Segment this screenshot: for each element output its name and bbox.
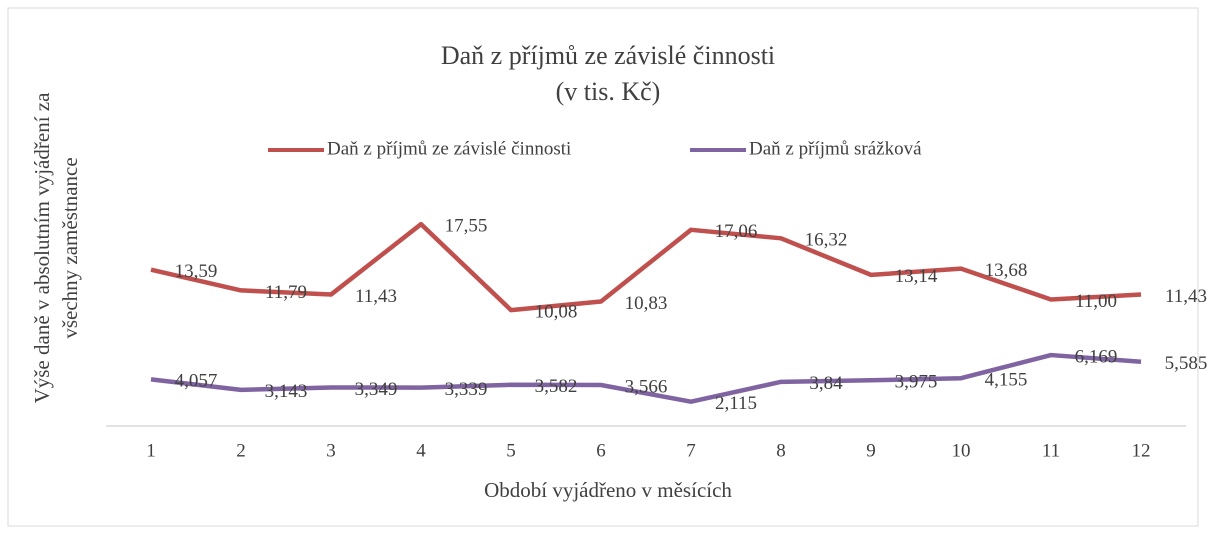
data-line	[150, 352, 1142, 404]
data-label: 17,06	[715, 221, 758, 242]
x-tick-label: 3	[326, 440, 336, 461]
data-label: 3,975	[895, 372, 938, 393]
x-tick-label: 10	[952, 440, 971, 461]
data-label: 10,08	[535, 301, 578, 322]
data-label: 3,84	[809, 373, 843, 394]
data-label: 5,585	[1165, 353, 1207, 374]
data-label: 3,143	[265, 381, 308, 402]
data-label: 17,55	[445, 216, 488, 237]
x-tick-label: 12	[1132, 440, 1151, 461]
data-label: 16,32	[805, 230, 848, 251]
data-label: 11,00	[1075, 291, 1117, 312]
data-label: 11,43	[355, 286, 397, 307]
x-tick-label: 7	[686, 440, 696, 461]
data-label: 11,79	[265, 282, 307, 303]
y-axis-label: všechny zaměstnance	[58, 157, 82, 338]
data-label: 3,582	[535, 376, 578, 397]
legend-label: Daň z příjmů srážková	[749, 138, 922, 159]
x-tick-label: 5	[506, 440, 516, 461]
data-label: 6,169	[1075, 346, 1118, 367]
x-tick-label: 9	[866, 440, 876, 461]
data-label: 4,155	[985, 370, 1028, 391]
data-label: 13,59	[175, 261, 218, 282]
data-label: 3,339	[445, 379, 488, 400]
x-tick-label: 1	[146, 440, 156, 461]
x-axis-label: Období vyjádřeno v měsících	[484, 478, 732, 502]
y-axis-label: Výše daně v absolutním vyjádření za	[30, 92, 54, 404]
data-label: 3,566	[625, 376, 668, 397]
chart-title: Daň z příjmů ze závislé činnosti	[441, 41, 775, 70]
data-label: 2,115	[715, 393, 757, 414]
x-tick-label: 4	[416, 440, 426, 461]
x-tick-label: 8	[776, 440, 786, 461]
chart-subtitle: (v tis. Kč)	[556, 77, 661, 106]
data-label: 13,14	[895, 266, 938, 287]
legend-label: Daň z příjmů ze závislé činnosti	[327, 138, 571, 159]
x-tick-label: 11	[1042, 440, 1060, 461]
data-label: 13,68	[985, 260, 1028, 281]
data-label: 10,83	[625, 293, 668, 314]
data-label: 3,349	[355, 379, 398, 400]
chart-border	[7, 7, 1199, 527]
data-line	[150, 221, 1142, 313]
data-label: 4,057	[175, 371, 218, 392]
data-label: 11,43	[1165, 286, 1207, 307]
x-tick-label: 2	[236, 440, 246, 461]
x-tick-label: 6	[596, 440, 606, 461]
